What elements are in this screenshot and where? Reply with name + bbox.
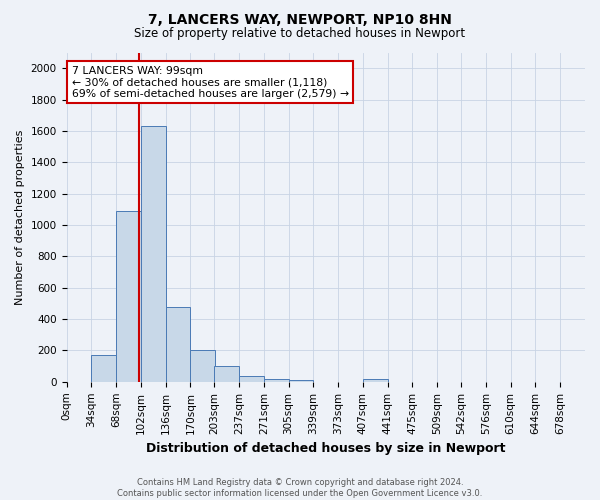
Bar <box>289 380 313 382</box>
Bar <box>239 376 264 382</box>
Bar <box>141 126 166 382</box>
Text: Contains HM Land Registry data © Crown copyright and database right 2024.
Contai: Contains HM Land Registry data © Crown c… <box>118 478 482 498</box>
Bar <box>116 211 141 382</box>
Bar <box>166 306 190 382</box>
Bar <box>190 350 215 382</box>
Text: 7 LANCERS WAY: 99sqm
← 30% of detached houses are smaller (1,118)
69% of semi-de: 7 LANCERS WAY: 99sqm ← 30% of detached h… <box>72 66 349 99</box>
Bar <box>363 378 388 382</box>
Bar <box>214 366 239 382</box>
Text: 7, LANCERS WAY, NEWPORT, NP10 8HN: 7, LANCERS WAY, NEWPORT, NP10 8HN <box>148 12 452 26</box>
Bar <box>91 355 116 382</box>
Bar <box>264 378 289 382</box>
Text: Size of property relative to detached houses in Newport: Size of property relative to detached ho… <box>134 28 466 40</box>
X-axis label: Distribution of detached houses by size in Newport: Distribution of detached houses by size … <box>146 442 506 455</box>
Y-axis label: Number of detached properties: Number of detached properties <box>15 130 25 305</box>
